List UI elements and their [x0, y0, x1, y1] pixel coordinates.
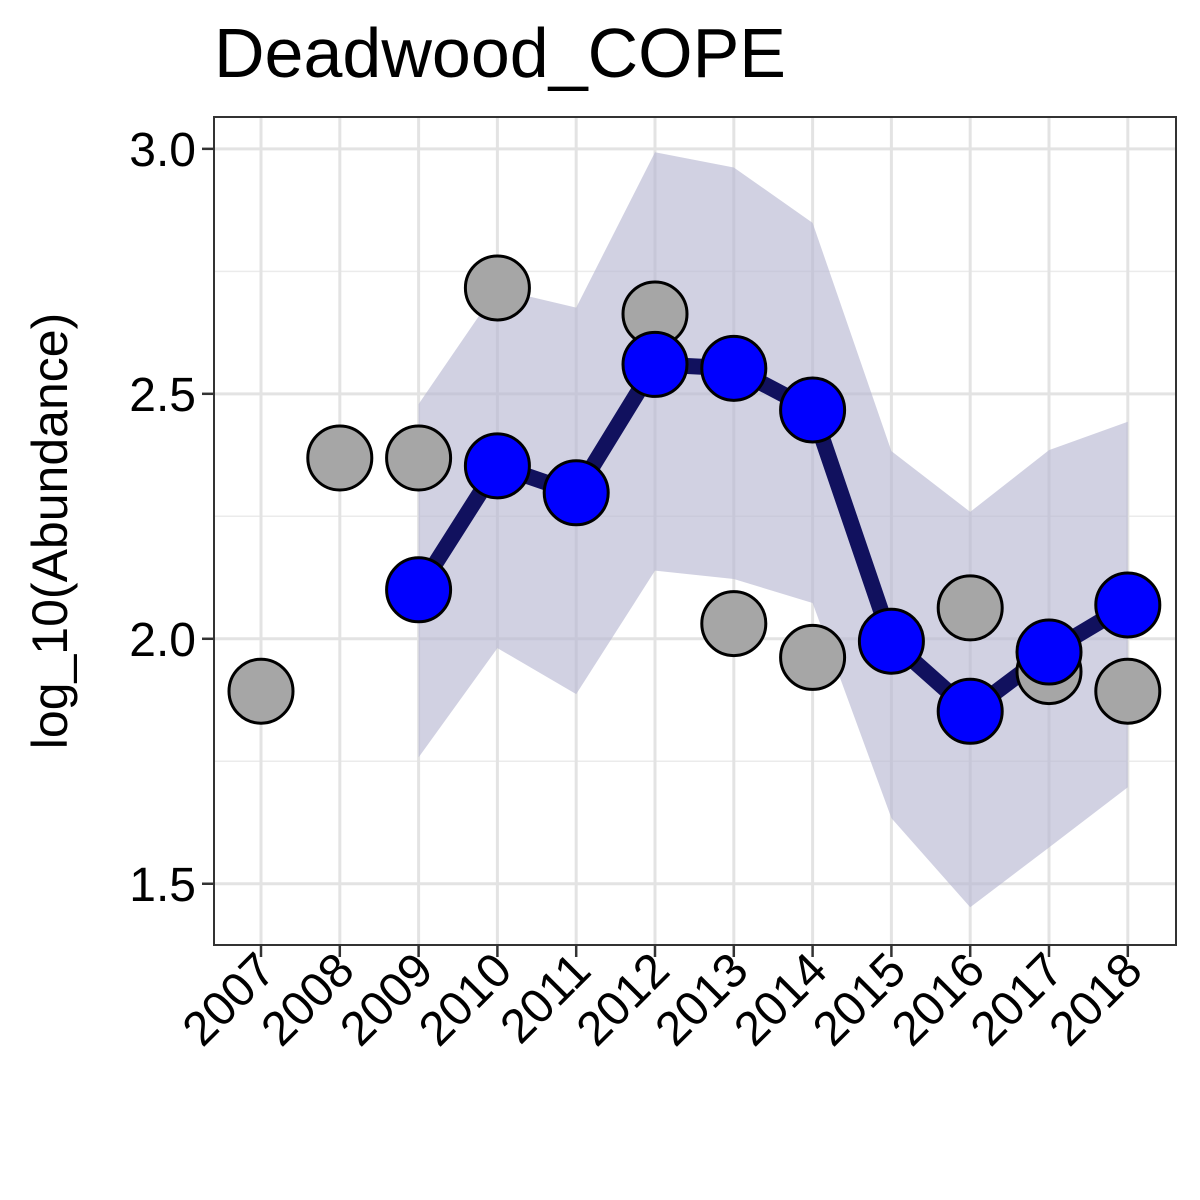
observed-point-2007 [227, 657, 295, 725]
estimate-point-2013 [700, 334, 768, 402]
observed-point-2008 [306, 424, 374, 492]
estimate-point-2010 [463, 432, 531, 500]
y-tick-label: 3.0 [129, 124, 196, 177]
y-axis-label: log_10(Abundance) [22, 313, 78, 749]
estimate-point-2014 [779, 376, 847, 444]
estimate-point-2009 [385, 556, 453, 624]
observed-point-2018 [1094, 657, 1162, 725]
observed-point-2014 [779, 623, 847, 691]
estimate-line-layer [410, 356, 1136, 720]
observed-point-2013 [700, 590, 768, 658]
estimate-point-2018 [1094, 571, 1162, 639]
chart-title: Deadwood_COPE [214, 14, 786, 92]
y-axis: 1.5 2.0 2.5 3.0 [129, 124, 214, 912]
estimate-point-2012 [621, 330, 689, 398]
estimate-point-2011 [542, 459, 610, 527]
observed-point-2016 [936, 574, 1004, 642]
estimate-line [410, 356, 1136, 720]
estimate-point-2017 [1015, 618, 1083, 686]
estimate-point-2016 [936, 677, 1004, 745]
plot-panel-border [213, 116, 1177, 946]
observed-point-2009 [385, 424, 453, 492]
estimate-point-2015 [857, 607, 925, 675]
y-tick-label: 2.5 [129, 369, 196, 422]
y-tick-label: 1.5 [129, 859, 196, 912]
observed-point-2010 [463, 254, 531, 322]
y-tick-label: 2.0 [129, 614, 196, 667]
estimate-points-layer [385, 330, 1162, 745]
